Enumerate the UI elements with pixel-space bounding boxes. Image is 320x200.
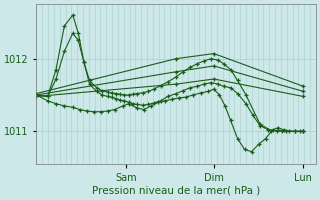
X-axis label: Pression niveau de la mer( hPa ): Pression niveau de la mer( hPa ) (92, 186, 260, 196)
